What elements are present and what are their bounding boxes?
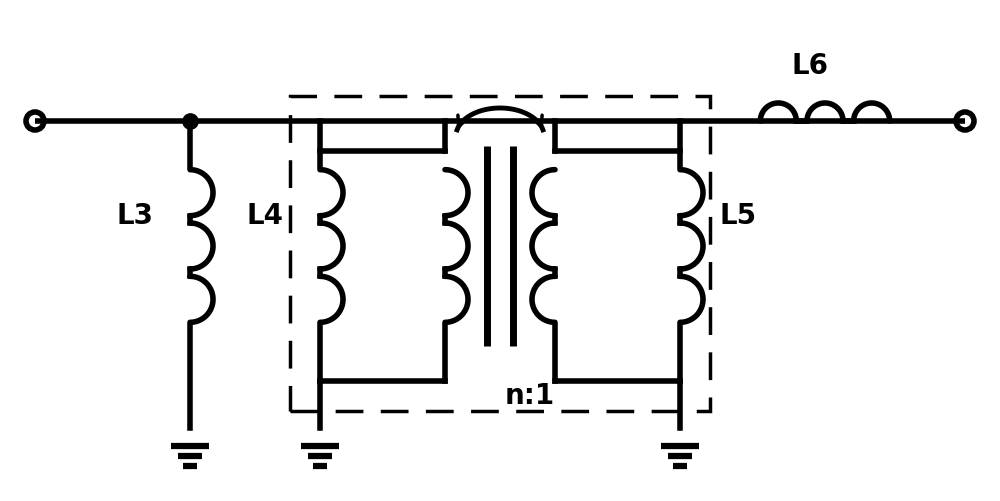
Text: L5: L5 [719, 202, 757, 230]
Text: n:1: n:1 [505, 382, 555, 410]
Text: L3: L3 [116, 202, 154, 230]
Text: L6: L6 [792, 52, 828, 80]
Text: L4: L4 [246, 202, 284, 230]
